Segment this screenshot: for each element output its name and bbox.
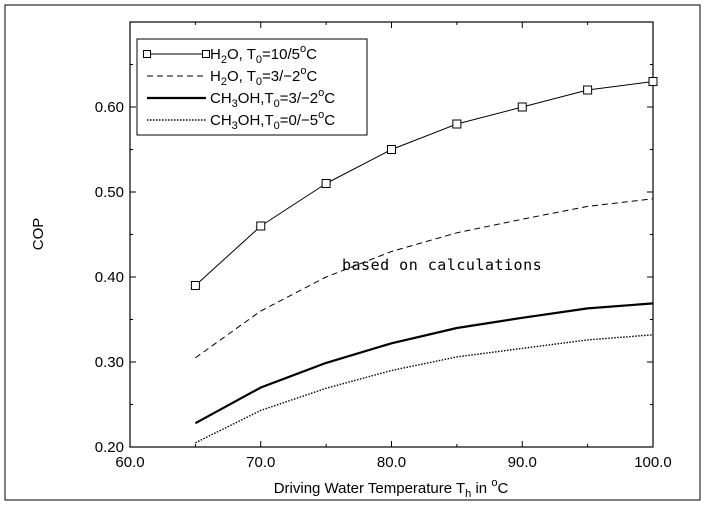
- legend-text-part: OH,T: [238, 90, 274, 107]
- y-tick-label: 0.30: [95, 354, 124, 371]
- legend-text-part: =3/−2: [262, 68, 300, 85]
- legend-text-part: O, T: [227, 46, 256, 63]
- legend-text-part: H: [210, 68, 221, 85]
- x-axis-title: Driving Water Temperature Th in oC: [274, 477, 509, 500]
- data-point-square: [649, 78, 657, 86]
- x-axis-title-mid: in: [471, 480, 491, 497]
- data-point-square: [584, 86, 592, 94]
- x-tick-label: 70.0: [246, 454, 275, 471]
- data-point-square: [388, 146, 396, 154]
- legend-label-ch3oh-3-2: CH3OH,T0=3/−2oC: [210, 87, 335, 110]
- legend-text-part: =0/−5: [280, 112, 318, 129]
- legend-text-part: C: [306, 46, 317, 63]
- y-axis-title: COP: [30, 218, 47, 251]
- legend-text-part: C: [324, 90, 335, 107]
- x-axis-title-end: C: [497, 480, 508, 497]
- legend-text-part: H: [210, 46, 221, 63]
- legend-text-part: =10/5: [262, 46, 300, 63]
- x-tick-label: 100.0: [634, 454, 672, 471]
- legend-marker-square: [203, 51, 210, 58]
- legend-text-part: C: [324, 112, 335, 129]
- data-point-square: [322, 180, 330, 188]
- y-tick-label: 0.60: [95, 99, 124, 116]
- data-point-square: [257, 222, 265, 230]
- data-point-square: [518, 103, 526, 111]
- y-tick-label: 0.40: [95, 269, 124, 286]
- legend-text-part: C: [307, 68, 318, 85]
- legend-text-part: =3/−2: [280, 90, 318, 107]
- axis-tick-labels: 60.0 70.0 80.0 90.0 100.0 0.20 0.30 0.40 0.50 0.6…: [95, 99, 672, 471]
- series-line-3: [195, 335, 653, 443]
- data-point-square: [191, 282, 199, 290]
- chart-annotation: based on calculations: [342, 256, 542, 274]
- x-axis-title-main: Driving Water Temperature T: [274, 480, 465, 497]
- legend-text-part: CH: [210, 112, 232, 129]
- x-tick-label: 60.0: [115, 454, 144, 471]
- x-tick-label: 90.0: [508, 454, 537, 471]
- y-tick-label: 0.50: [95, 184, 124, 201]
- legend-text-part: O, T: [227, 68, 256, 85]
- legend: H2O, T0=10/5oC H2O, T0=3/−2oC CH3OH,T0=3…: [137, 39, 367, 135]
- legend-text-part: CH: [210, 90, 232, 107]
- x-tick-label: 80.0: [377, 454, 406, 471]
- legend-text-part: OH,T: [238, 112, 274, 129]
- y-tick-label: 0.20: [95, 439, 124, 456]
- legend-marker-square: [144, 51, 151, 58]
- data-point-square: [453, 120, 461, 128]
- legend-label-ch3oh-0-5: CH3OH,T0=0/−5oC: [210, 109, 335, 132]
